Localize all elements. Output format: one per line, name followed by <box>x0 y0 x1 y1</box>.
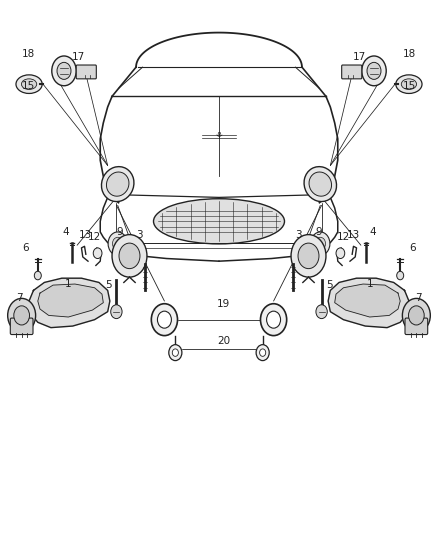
Circle shape <box>34 271 41 280</box>
Circle shape <box>57 62 71 79</box>
Text: 9: 9 <box>116 227 123 237</box>
Circle shape <box>52 56 76 86</box>
Text: 15: 15 <box>21 81 35 91</box>
Text: 15: 15 <box>403 81 417 91</box>
Polygon shape <box>328 278 409 328</box>
Circle shape <box>311 232 330 255</box>
Circle shape <box>367 62 381 79</box>
Circle shape <box>362 56 386 86</box>
Text: 3: 3 <box>136 230 143 240</box>
Circle shape <box>112 235 147 277</box>
Circle shape <box>14 306 29 325</box>
Text: 17: 17 <box>353 52 366 61</box>
Text: 12: 12 <box>337 232 350 243</box>
FancyBboxPatch shape <box>342 65 362 79</box>
Text: 6: 6 <box>22 244 29 253</box>
Text: 18: 18 <box>21 49 35 59</box>
Text: 19: 19 <box>217 298 230 309</box>
Circle shape <box>93 248 102 259</box>
Text: 1: 1 <box>366 279 373 289</box>
Text: 13: 13 <box>78 230 92 240</box>
Ellipse shape <box>21 79 37 90</box>
Ellipse shape <box>396 75 422 93</box>
Ellipse shape <box>102 167 134 201</box>
Circle shape <box>291 235 326 277</box>
Ellipse shape <box>304 167 336 201</box>
Circle shape <box>169 345 182 361</box>
Text: 1: 1 <box>65 279 72 289</box>
Ellipse shape <box>153 199 285 244</box>
Circle shape <box>172 349 178 357</box>
Ellipse shape <box>16 75 42 93</box>
Ellipse shape <box>309 172 332 196</box>
FancyBboxPatch shape <box>405 318 427 335</box>
Circle shape <box>409 306 424 325</box>
Circle shape <box>157 311 171 328</box>
Circle shape <box>151 304 177 336</box>
Text: 17: 17 <box>72 52 85 61</box>
Text: 3: 3 <box>295 230 302 240</box>
Circle shape <box>256 345 269 361</box>
FancyBboxPatch shape <box>11 318 33 335</box>
Text: 7: 7 <box>16 293 23 303</box>
Text: 6: 6 <box>409 244 416 253</box>
Circle shape <box>403 298 430 333</box>
Polygon shape <box>29 278 110 328</box>
Circle shape <box>108 232 127 255</box>
Circle shape <box>397 271 404 280</box>
FancyBboxPatch shape <box>76 65 96 79</box>
Ellipse shape <box>401 79 417 90</box>
Text: 5: 5 <box>106 280 112 290</box>
Circle shape <box>298 243 319 269</box>
Text: 20: 20 <box>217 336 230 346</box>
Circle shape <box>111 305 122 319</box>
Circle shape <box>315 237 325 250</box>
Text: 4: 4 <box>62 227 69 237</box>
Text: 12: 12 <box>88 232 101 243</box>
Circle shape <box>267 311 281 328</box>
Polygon shape <box>335 284 400 317</box>
Circle shape <box>119 243 140 269</box>
Text: 4: 4 <box>369 227 376 237</box>
Text: ⚘: ⚘ <box>215 131 223 141</box>
Circle shape <box>336 248 345 259</box>
Circle shape <box>261 304 287 336</box>
Text: 18: 18 <box>403 49 417 59</box>
Text: 5: 5 <box>326 280 332 290</box>
Circle shape <box>8 298 35 333</box>
Circle shape <box>316 305 327 319</box>
Ellipse shape <box>106 172 129 196</box>
Polygon shape <box>38 284 103 317</box>
Circle shape <box>113 237 123 250</box>
Text: 9: 9 <box>315 227 322 237</box>
Text: 7: 7 <box>415 293 422 303</box>
Circle shape <box>260 349 266 357</box>
Text: 13: 13 <box>346 230 360 240</box>
